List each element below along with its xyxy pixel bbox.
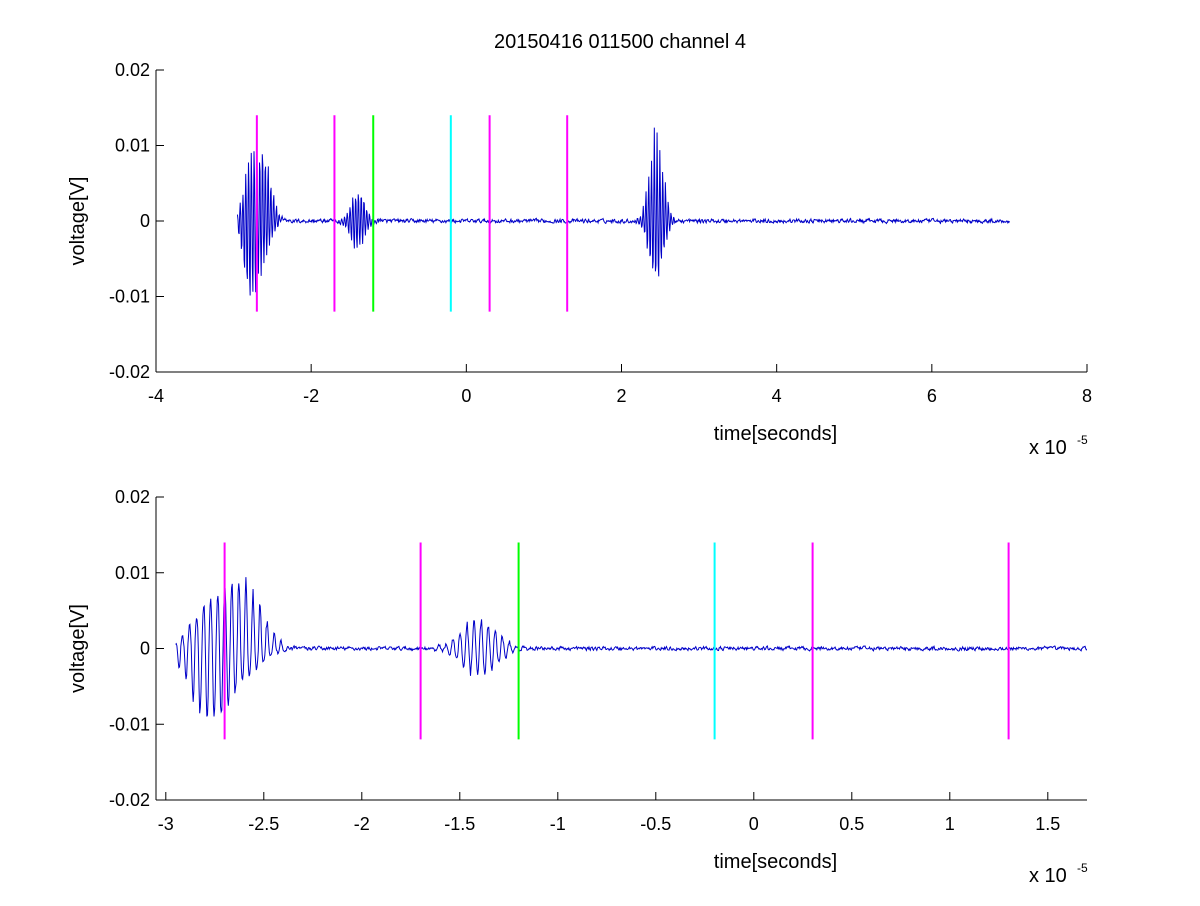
x-tick-label: 8 xyxy=(1082,386,1092,406)
x-tick-label: -3 xyxy=(158,814,174,834)
x-tick-label: -2 xyxy=(354,814,370,834)
y-axis-label: voltage[V] xyxy=(67,177,89,266)
x-tick-label: 2 xyxy=(616,386,626,406)
x-tick-label: 6 xyxy=(927,386,937,406)
x-tick-label: 1 xyxy=(945,814,955,834)
y-tick-label: 0.01 xyxy=(115,136,150,156)
y-tick-label: 0.02 xyxy=(115,487,150,507)
x-tick-label: 4 xyxy=(772,386,782,406)
x-tick-label: -1.5 xyxy=(444,814,475,834)
x-exponent-base: x 10 xyxy=(1029,437,1067,459)
chart-title: 20150416 011500 channel 4 xyxy=(494,31,746,53)
signal-series-line xyxy=(236,127,1010,296)
top-subplot: -4 -2 0 2 4 6 8 -0.02 -0.01 0 0.01 0.02 time[seconds… xyxy=(67,60,1092,459)
x-tick-label: 0 xyxy=(461,386,471,406)
bottom-subplot: -3 -2.5 -2 -1.5 -1 -0.5 0 0.5 1 1.5 -0.02 -0.01 0 0.0… xyxy=(67,487,1088,887)
y-tick-label: 0 xyxy=(140,639,150,659)
y-tick-label: -0.02 xyxy=(109,790,150,810)
signal-series-line xyxy=(175,577,1087,717)
y-axis-label: voltage[V] xyxy=(67,604,89,693)
y-tick-label: 0.01 xyxy=(115,563,150,583)
x-tick-label: 0 xyxy=(749,814,759,834)
y-tick-label: -0.01 xyxy=(109,714,150,734)
x-axis-label: time[seconds] xyxy=(714,851,837,873)
x-exponent-base: x 10 xyxy=(1029,865,1067,887)
y-tick-label: 0.02 xyxy=(115,60,150,80)
y-tick-label: -0.02 xyxy=(109,362,150,382)
x-tick-label: -0.5 xyxy=(640,814,671,834)
x-tick-label: -2 xyxy=(303,386,319,406)
x-tick-label: 0.5 xyxy=(839,814,864,834)
x-tick-label: -4 xyxy=(148,386,164,406)
x-exponent-power: -5 xyxy=(1077,861,1088,875)
x-tick-label: -1 xyxy=(550,814,566,834)
x-tick-label: 1.5 xyxy=(1035,814,1060,834)
x-exponent-power: -5 xyxy=(1077,433,1088,447)
x-tick-label: -2.5 xyxy=(248,814,279,834)
y-tick-label: -0.01 xyxy=(109,287,150,307)
y-tick-label: 0 xyxy=(140,211,150,231)
x-axis-label: time[seconds] xyxy=(714,423,837,445)
